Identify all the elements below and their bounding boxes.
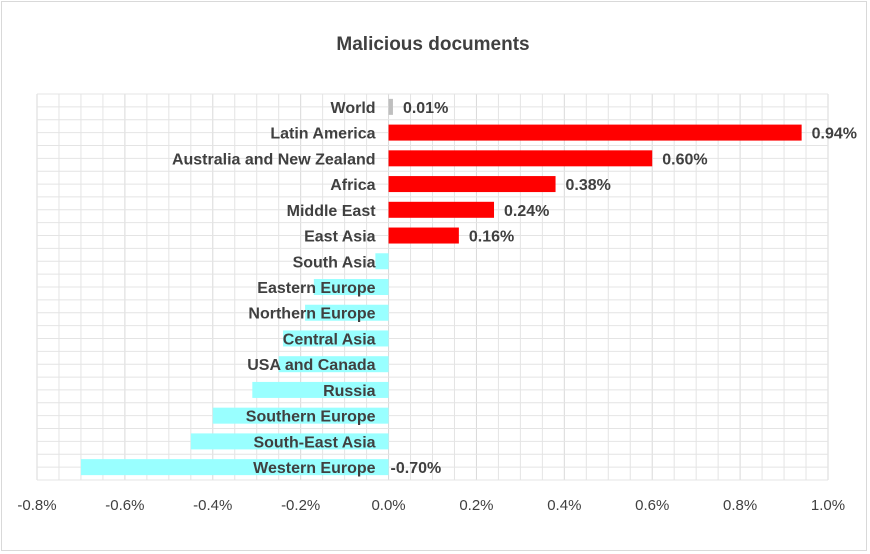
category-label: Eastern Europe	[257, 280, 375, 297]
bars	[80, 98, 802, 476]
data-label: -0.70%	[391, 460, 442, 477]
bar	[278, 356, 389, 373]
bar	[283, 330, 389, 347]
x-tick-label: -0.6%	[105, 497, 144, 514]
bar	[388, 227, 459, 244]
bar	[80, 459, 389, 476]
bar	[388, 124, 802, 141]
category-label: South Asia	[293, 254, 376, 271]
category-label: East Asia	[304, 229, 376, 246]
category-label: South-East Asia	[253, 434, 375, 451]
category-label: Western Europe	[253, 460, 376, 477]
data-label: 0.94%	[812, 126, 857, 143]
category-label: USA and Canada	[247, 357, 375, 374]
data-label: 0.24%	[504, 203, 549, 220]
bar	[388, 98, 393, 115]
x-tick-label: 0.0%	[371, 497, 405, 514]
bar	[252, 381, 389, 398]
category-label: Latin America	[270, 126, 375, 143]
x-tick-label: 0.4%	[547, 497, 581, 514]
x-tick-label: 0.8%	[723, 497, 757, 514]
category-label: Russia	[323, 383, 376, 400]
x-tick-label: -0.8%	[17, 497, 56, 514]
category-label: Central Asia	[283, 331, 376, 348]
x-tick-label: -0.4%	[193, 497, 232, 514]
bar	[388, 150, 653, 167]
x-tick-label: 0.2%	[459, 497, 493, 514]
data-labels: 0.01% 0.94% 0.60% 0.38% 0.24% 0.16% -0.70%	[391, 100, 857, 477]
category-label: Africa	[330, 177, 375, 194]
x-tick-label: 1.0%	[811, 497, 845, 514]
data-label: 0.01%	[403, 100, 448, 117]
category-label: Northern Europe	[248, 306, 375, 323]
bar	[388, 176, 556, 193]
x-tick-label: -0.2%	[281, 497, 320, 514]
category-label: Australia and New Zealand	[172, 151, 376, 168]
bar	[212, 407, 389, 424]
data-label: 0.16%	[469, 229, 514, 246]
x-axis-tick-labels: -0.8% -0.6% -0.4% -0.2% 0.0% 0.2% 0.4% 0.6% 0.8%…	[17, 497, 845, 514]
category-label: Southern Europe	[246, 409, 376, 426]
data-label: 0.38%	[566, 177, 611, 194]
bar	[375, 253, 389, 270]
category-labels: World Latin America Australia and New Zeal…	[172, 100, 376, 477]
bar	[190, 433, 389, 450]
bar	[388, 201, 495, 218]
chart-title: Malicious documents	[336, 34, 530, 55]
data-label: 0.60%	[662, 151, 707, 168]
bar	[305, 304, 389, 321]
x-tick-label: 0.6%	[635, 497, 669, 514]
category-label: Middle East	[287, 203, 377, 220]
bar	[313, 279, 389, 295]
category-label: World	[331, 100, 376, 117]
